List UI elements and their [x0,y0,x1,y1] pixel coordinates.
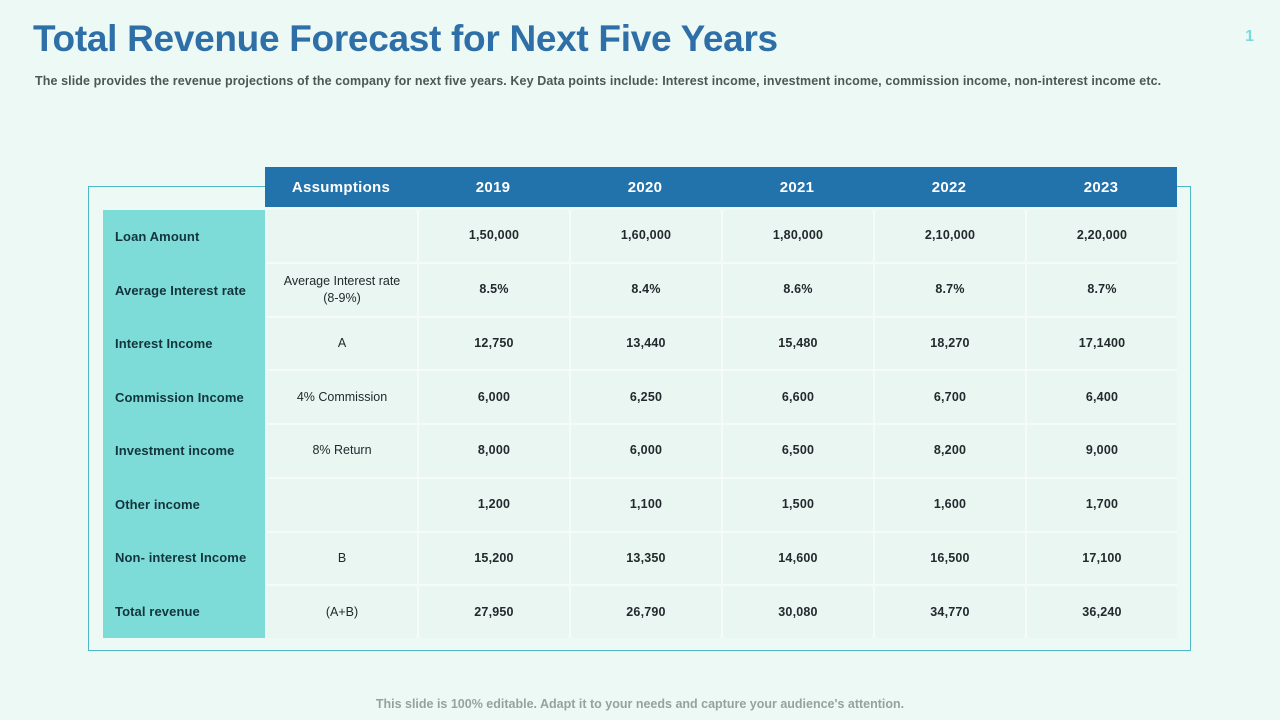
value-cell: 14,600 [723,532,873,585]
table-label-column: Loan Amount Average Interest rate Interest… [103,210,265,638]
value-cell: 6,700 [875,371,1025,423]
table-header-row: Assumptions 2019 2020 2021 2022 2023 [265,167,1177,207]
value-cell: 13,440 [571,317,721,370]
value-cell: 8.4% [571,263,721,316]
row-label: Total revenue [115,603,200,619]
value-cell: 8,200 [875,425,1025,477]
row-label: Loan Amount [115,229,200,245]
assumption-cell: A [267,317,417,370]
value-cell: 9,000 [1027,425,1177,477]
footer-note: This slide is 100% editable. Adapt it to… [375,697,905,711]
assumption-cell: (A+B) [267,586,417,638]
value-cell: 1,700 [1027,478,1177,531]
row-label: Other income [115,496,200,512]
value-cell: 8.6% [723,263,873,316]
value-cell: 8.7% [1027,263,1177,316]
value-cell: 8,000 [419,425,569,477]
value-cell: 13,350 [571,532,721,585]
row-label: Commission Income [115,389,244,405]
value-cell: 12,750 [419,317,569,370]
page-title: Total Revenue Forecast for Next Five Yea… [33,18,778,59]
value-cell: 36,240 [1027,586,1177,638]
page-number: 1 [1245,28,1254,45]
table-data-grid: 1,50,000 1,60,000 1,80,000 2,10,000 2,20,000… [267,210,1177,638]
value-cell: 1,50,000 [419,210,569,262]
value-cell: 18,270 [875,317,1025,370]
assumption-cell [267,210,417,262]
assumption-cell: 8% Return [267,425,417,477]
value-cell: 6,000 [571,425,721,477]
value-cell: 17,1400 [1027,317,1177,370]
value-cell: 1,100 [571,478,721,531]
row-label: Average Interest rate [115,282,246,298]
column-header-2020: 2020 [627,178,663,196]
value-cell: 15,480 [723,317,873,370]
value-cell: 26,790 [571,586,721,638]
column-header-2023: 2023 [1083,178,1119,196]
value-cell: 1,60,000 [571,210,721,262]
column-header-2019: 2019 [475,178,511,196]
assumption-cell: 4% Commission [267,371,417,423]
value-cell: 6,500 [723,425,873,477]
row-label: Interest Income [115,336,213,352]
value-cell: 8.5% [419,263,569,316]
assumption-cell [267,478,417,531]
value-cell: 16,500 [875,532,1025,585]
assumption-cell: B [267,532,417,585]
value-cell: 6,000 [419,371,569,423]
value-cell: 15,200 [419,532,569,585]
value-cell: 1,600 [875,478,1025,531]
value-cell: 6,400 [1027,371,1177,423]
value-cell: 1,200 [419,478,569,531]
column-header-2022: 2022 [931,178,967,196]
value-cell: 6,600 [723,371,873,423]
column-header-assumptions: Assumptions [291,178,391,196]
assumption-cell: Average Interest rate (8-9%) [267,263,417,316]
value-cell: 34,770 [875,586,1025,638]
value-cell: 8.7% [875,263,1025,316]
value-cell: 1,500 [723,478,873,531]
column-header-2021: 2021 [779,178,815,196]
page-subtitle: The slide provides the revenue projectio… [35,74,1162,88]
value-cell: 30,080 [723,586,873,638]
value-cell: 2,10,000 [875,210,1025,262]
row-label: Investment income [115,443,235,459]
value-cell: 6,250 [571,371,721,423]
value-cell: 17,100 [1027,532,1177,585]
value-cell: 27,950 [419,586,569,638]
value-cell: 1,80,000 [723,210,873,262]
row-label: Non- interest Income [115,550,247,566]
value-cell: 2,20,000 [1027,210,1177,262]
